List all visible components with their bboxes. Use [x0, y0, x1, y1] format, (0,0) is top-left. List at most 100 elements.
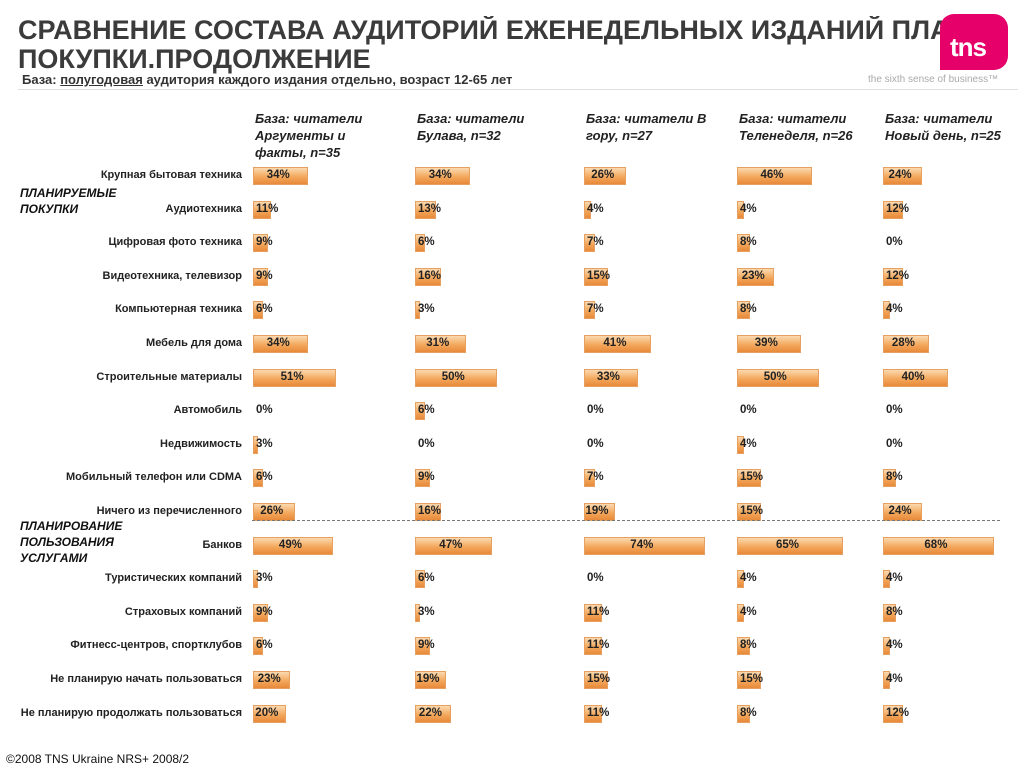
bar — [584, 671, 609, 689]
bar — [415, 402, 425, 421]
bar — [584, 536, 705, 555]
bar — [737, 301, 751, 320]
data-label: 33% — [596, 370, 620, 383]
data-label: 12% — [886, 706, 910, 719]
bar — [584, 167, 627, 185]
data-label: 24% — [888, 505, 912, 517]
bar — [253, 704, 286, 723]
data-label: 34% — [428, 169, 452, 181]
bar — [415, 570, 425, 589]
bar — [415, 200, 437, 219]
data-label: 40% — [901, 370, 925, 383]
bar — [415, 536, 492, 555]
series-header-2: База: читатели Булава, n=32 — [417, 111, 525, 143]
data-label: 8% — [740, 303, 757, 316]
data-label: 8% — [740, 236, 757, 249]
tns-tagline: the sixth sense of business™ — [868, 74, 999, 85]
data-label: 28% — [891, 337, 915, 349]
data-label: 8% — [886, 471, 903, 484]
bar — [737, 368, 819, 387]
group-divider — [252, 520, 1000, 521]
data-label: 12% — [886, 269, 910, 282]
data-label: 3% — [418, 605, 435, 618]
subtitle-suffix: аудитория каждого издания отдельно, возр… — [142, 72, 513, 87]
data-label: 9% — [256, 605, 273, 618]
data-label: 9% — [256, 269, 273, 282]
data-label: 9% — [256, 236, 273, 249]
bar — [737, 335, 801, 353]
bar — [883, 200, 903, 219]
data-label: 26% — [591, 169, 615, 181]
data-label: 23% — [257, 673, 281, 685]
data-label: 34% — [266, 169, 290, 181]
subtitle-prefix: База: — [22, 72, 61, 87]
bar — [883, 704, 903, 723]
data-label: 15% — [587, 269, 611, 282]
data-label: 6% — [418, 404, 435, 417]
tns-logo: tns — [940, 14, 1008, 70]
data-label: 11% — [256, 202, 279, 215]
category-label: Цифровая фото техника — [108, 236, 242, 249]
bar — [584, 200, 591, 219]
bar — [883, 167, 923, 185]
bar — [415, 704, 451, 723]
data-label: 3% — [256, 437, 273, 450]
bar — [737, 167, 812, 185]
subtitle-underlined: полугодовая — [60, 72, 143, 87]
bar — [253, 234, 268, 253]
series-header-3: База: читатели В гору, n=27 — [586, 111, 707, 143]
base-subtitle: База: полугодовая аудитория каждого изда… — [22, 72, 512, 87]
bar — [253, 335, 309, 353]
bar — [253, 368, 337, 387]
series-header-4: База: читатели Теленеделя, n=26 — [739, 111, 853, 143]
bar — [584, 603, 602, 622]
page-title: СРАВНЕНИЕ СОСТАВА АУДИТОРИЙ ЕЖЕНЕДЕЛЬНЫХ… — [18, 16, 1024, 76]
data-label: 0% — [886, 437, 903, 450]
group-label-1: ПЛАНИРУЕМЫЕ ПОКУПКИ — [20, 186, 117, 216]
data-label: 74% — [630, 538, 654, 551]
bar — [584, 368, 638, 387]
data-label: 65% — [775, 538, 799, 551]
category-label: Мобильный телефон или CDMA — [66, 471, 242, 484]
bar — [883, 637, 890, 656]
bar — [415, 267, 442, 286]
data-label: 49% — [278, 538, 302, 551]
bar — [737, 671, 762, 689]
category-label: Не планирую начать пользоваться — [50, 673, 242, 685]
bar — [737, 570, 744, 589]
bar — [883, 469, 897, 488]
bar — [253, 469, 263, 488]
data-label: 8% — [740, 639, 757, 652]
bar — [737, 637, 751, 656]
data-label: 4% — [886, 303, 903, 316]
bar — [883, 603, 897, 622]
category-label: Аудиотехника — [165, 202, 242, 215]
category-label: Автомобиль — [173, 404, 242, 417]
data-label: 19% — [416, 673, 440, 685]
data-label: 15% — [740, 505, 764, 517]
bar — [737, 704, 751, 723]
data-label: 11% — [587, 639, 610, 652]
category-label: Туристических компаний — [105, 572, 242, 585]
data-label: 4% — [886, 673, 903, 685]
data-label: 46% — [760, 169, 784, 181]
data-label: 4% — [886, 639, 903, 652]
data-label: 0% — [587, 437, 604, 450]
bar — [415, 167, 471, 185]
copyright-footer: ©2008 TNS Ukraine NRS+ 2008/2 — [6, 752, 190, 766]
data-label: 0% — [418, 437, 435, 450]
data-label: 4% — [886, 572, 903, 585]
bar — [883, 301, 890, 320]
data-label: 15% — [740, 471, 764, 484]
category-label: Крупная бытовая техника — [100, 169, 242, 181]
bar — [415, 637, 430, 656]
data-label: 19% — [585, 505, 609, 517]
category-label: Недвижимость — [160, 437, 242, 450]
data-label: 50% — [763, 370, 787, 383]
data-label: 8% — [740, 706, 757, 719]
data-label: 0% — [740, 404, 757, 417]
data-label: 0% — [587, 572, 604, 585]
bar — [253, 435, 258, 454]
data-label: 15% — [740, 673, 764, 685]
bar — [584, 469, 596, 488]
